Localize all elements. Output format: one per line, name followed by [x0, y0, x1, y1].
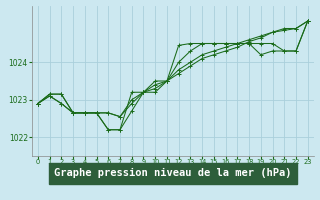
X-axis label: Graphe pression niveau de la mer (hPa): Graphe pression niveau de la mer (hPa): [54, 168, 292, 178]
